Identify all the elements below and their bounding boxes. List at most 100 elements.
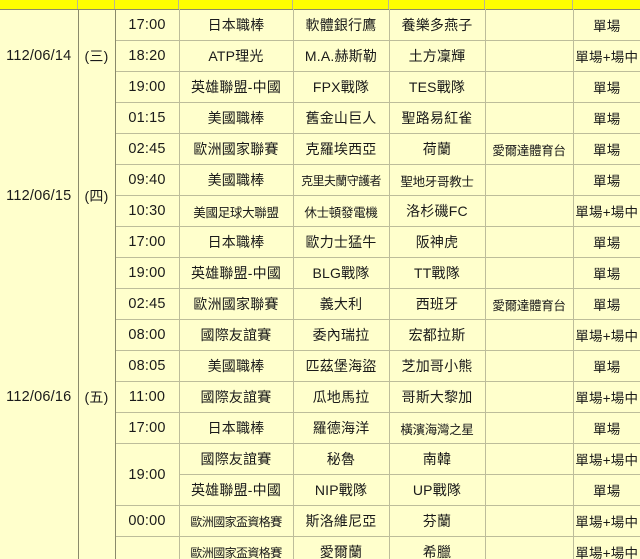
event-tv-channel	[485, 257, 574, 289]
table-row[interactable]: 09:40 美國職棒 克里夫蘭守護者 聖地牙哥教士 單場	[0, 164, 640, 196]
table-row[interactable]: 112/06/15 (四) 01:15 美國職棒 舊金山巨人 聖路易紅雀單場	[0, 102, 640, 289]
event-league: ATP理光	[179, 40, 294, 72]
event-team-home: 舊金山巨人	[293, 102, 390, 134]
event-team-home: 秘魯	[293, 443, 390, 475]
event-league: 國際友誼賽	[179, 443, 294, 475]
event-bet-type: 單場+場中	[573, 40, 640, 72]
event-time: 10:30	[115, 195, 180, 227]
event-team-away: 荷蘭	[389, 133, 486, 165]
event-bet-type: 單場	[573, 226, 640, 258]
event-league: 歐洲國家盃資格賽	[179, 536, 294, 559]
event-tv-channel	[485, 9, 574, 41]
event-bet-type: 單場	[573, 133, 640, 165]
event-bet-type: 單場	[573, 9, 640, 41]
event-bet-type: 單場	[573, 71, 640, 103]
event-team-away: 聖地牙哥教士	[389, 164, 486, 196]
event-bet-type: 單場+場中	[573, 381, 640, 413]
table-row[interactable]: 112/06/14 (三) 17:00 日本職棒 軟體銀行鷹 養樂多燕子 單場	[0, 9, 640, 103]
event-team-away: 阪神虎	[389, 226, 486, 258]
event-league: 英雄聯盟-中國	[179, 257, 294, 289]
table-row[interactable]: 11:00 國際友誼賽 瓜地馬拉 哥斯大黎加 單場+場中	[0, 381, 640, 413]
event-team-away: 宏都拉斯	[389, 319, 486, 351]
event-date: 112/06/15	[0, 102, 79, 289]
event-time: 19:00	[115, 71, 180, 103]
event-league: 日本職棒	[179, 9, 294, 41]
table-row[interactable]: 02:45 歐洲國家聯賽 克羅埃西亞 荷蘭 愛爾達體育台 單場	[0, 133, 640, 165]
event-league: 日本職棒	[179, 412, 294, 444]
event-team-away: 土方凜輝	[389, 40, 486, 72]
header-cell-date	[0, 0, 78, 9]
event-time: 11:00	[115, 381, 180, 413]
event-tv-channel: 愛爾達體育台	[485, 288, 574, 320]
event-weekday: (四)	[78, 102, 116, 289]
table-row[interactable]: 18:20 ATP理光 M.A.赫斯勒 土方凜輝 單場+場中	[0, 40, 640, 72]
event-league: 日本職棒	[179, 226, 294, 258]
table-row[interactable]: 10:30 美國足球大聯盟 休士頓發電機 洛杉磯FC 單場+場中	[0, 195, 640, 227]
event-time: 17:00	[115, 9, 180, 41]
table-row[interactable]: 02:45歐洲國家盃資格賽愛爾蘭希臘 單場+場中	[0, 536, 640, 559]
event-bet-type: 單場+場中	[573, 195, 640, 227]
header-cell-league	[179, 0, 293, 9]
event-time: 19:00	[115, 443, 180, 506]
event-tv-channel	[485, 536, 574, 559]
event-team-home: 歐力士猛牛	[293, 226, 390, 258]
event-date: 112/06/17	[0, 505, 79, 559]
event-team-home: 義大利	[293, 288, 390, 320]
event-bet-type: 單場+場中	[573, 443, 640, 475]
table-row[interactable]: 19:00 英雄聯盟-中國 BLG戰隊 TT戰隊 單場	[0, 257, 640, 289]
event-team-away: 養樂多燕子	[389, 9, 486, 41]
event-team-home: FPX戰隊	[293, 71, 390, 103]
event-league: 英雄聯盟-中國	[179, 71, 294, 103]
event-tv-channel	[485, 350, 574, 382]
event-team-home: 瓜地馬拉	[293, 381, 390, 413]
table-row[interactable]: 08:05 美國職棒 匹茲堡海盜 芝加哥小熊 單場	[0, 350, 640, 382]
table-row[interactable]: 17:00 日本職棒 歐力士猛牛 阪神虎 單場	[0, 226, 640, 258]
event-weekday: (五)	[78, 288, 116, 506]
header-cell-weekday	[78, 0, 115, 9]
event-time: 08:05	[115, 350, 180, 382]
event-team-away: 芝加哥小熊	[389, 350, 486, 382]
table-row[interactable]: 08:00 國際友誼賽 委內瑞拉 宏都拉斯 單場+場中	[0, 319, 640, 351]
event-time: 02:45	[115, 536, 180, 559]
event-bet-type: 單場	[573, 288, 640, 320]
event-bet-type: 單場	[573, 350, 640, 382]
event-team-away: UP戰隊	[389, 474, 486, 506]
event-team-away: 聖路易紅雀	[389, 102, 486, 134]
event-time: 19:00	[115, 257, 180, 289]
table-row[interactable]: 112/06/16 (五) 02:45 歐洲國家聯賽 義大利 西班牙 愛爾達體育台 單場	[0, 288, 640, 506]
event-time: 00:00	[115, 505, 180, 537]
schedule-table: 112/06/14 (三) 17:00 日本職棒 軟體銀行鷹 養樂多燕子 單場 18:20 AT…	[0, 9, 640, 559]
event-tv-channel	[485, 40, 574, 72]
event-tv-channel	[485, 474, 574, 506]
event-tv-channel: 愛爾達體育台	[485, 133, 574, 165]
event-bet-type: 單場	[573, 474, 640, 506]
event-team-away: 橫濱海灣之星	[389, 412, 486, 444]
event-tv-channel	[485, 164, 574, 196]
table-row[interactable]: 17:00 日本職棒 羅德海洋 橫濱海灣之星 單場	[0, 412, 640, 444]
event-team-away: 西班牙	[389, 288, 486, 320]
table-row[interactable]: 19:00 國際友誼賽 秘魯 南韓 單場+場中	[0, 443, 640, 506]
event-team-away: 洛杉磯FC	[389, 195, 486, 227]
event-team-home: 軟體銀行鷹	[293, 9, 390, 41]
event-time: 08:00	[115, 319, 180, 351]
event-league: 美國足球大聯盟	[179, 195, 294, 227]
event-team-away: 哥斯大黎加	[389, 381, 486, 413]
event-weekday: (六)	[78, 505, 116, 559]
event-team-home: 克羅埃西亞	[293, 133, 390, 165]
event-time: 01:15	[115, 102, 180, 134]
event-bet-type: 單場	[573, 412, 640, 444]
event-tv-channel	[485, 505, 574, 537]
event-league: 美國職棒	[179, 164, 294, 196]
table-row[interactable]: 19:00 英雄聯盟-中國 FPX戰隊 TES戰隊 單場	[0, 71, 640, 103]
event-team-home: 羅德海洋	[293, 412, 390, 444]
event-team-away: 芬蘭	[389, 505, 486, 537]
event-league: 歐洲國家盃資格賽	[179, 505, 294, 537]
header-cell-team-home	[293, 0, 389, 9]
event-tv-channel	[485, 319, 574, 351]
event-team-home: NIP戰隊	[293, 474, 390, 506]
event-league: 美國職棒	[179, 350, 294, 382]
event-bet-type: 單場	[573, 257, 640, 289]
event-time: 02:45	[115, 288, 180, 320]
event-team-home: 委內瑞拉	[293, 319, 390, 351]
